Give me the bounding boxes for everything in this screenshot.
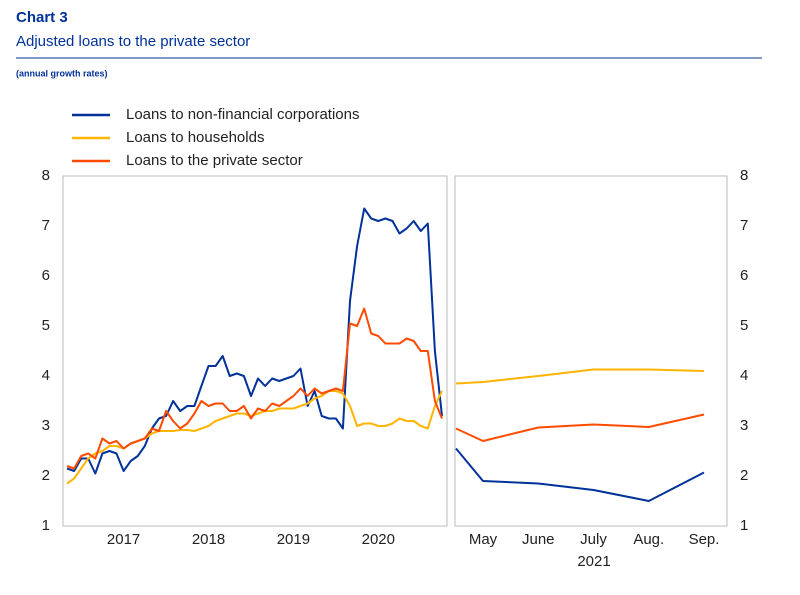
legend-label: Loans to non-financial corporations — [126, 106, 359, 123]
x-tick-label: 2018 — [192, 531, 225, 548]
x-tick-label: June — [522, 531, 555, 548]
y-tick-label: 4 — [740, 367, 748, 384]
y-tick-label: 1 — [740, 517, 748, 534]
y-tick-label: 6 — [42, 267, 50, 284]
y-tick-label: 2 — [740, 467, 748, 484]
x-tick-label: Sep. — [689, 531, 720, 548]
x-tick-label: May — [469, 531, 498, 548]
y-tick-label: 6 — [740, 267, 748, 284]
chart-label: Chart 3 — [16, 9, 68, 26]
unit-note: (annual growth rates) — [16, 68, 108, 78]
x-tick-label: 2019 — [277, 531, 310, 548]
series-line — [455, 413, 705, 442]
legend-label: Loans to the private sector — [126, 152, 303, 169]
y-tick-label: 3 — [42, 417, 50, 434]
x-tick-label: July — [580, 531, 607, 548]
y-tick-label: 8 — [740, 167, 748, 184]
y-tick-label: 5 — [740, 317, 748, 334]
series-line — [455, 368, 705, 385]
y-tick-label: 3 — [740, 417, 748, 434]
x-tick-label: 2017 — [107, 531, 140, 548]
x-tick-label: Aug. — [633, 531, 664, 548]
chart-title: Adjusted loans to the private sector — [16, 33, 250, 50]
series-line — [455, 447, 705, 502]
x-axis-label: 2021 — [577, 553, 610, 570]
y-tick-label: 4 — [42, 367, 50, 384]
y-tick-label: 8 — [42, 167, 50, 184]
plot-frame — [62, 175, 448, 527]
y-tick-label: 7 — [740, 217, 748, 234]
plot-frame — [454, 175, 728, 527]
y-tick-label: 1 — [42, 517, 50, 534]
legend-label: Loans to households — [126, 129, 264, 146]
series-line — [66, 207, 443, 475]
y-tick-label: 5 — [42, 317, 50, 334]
x-tick-label: 2020 — [362, 531, 395, 548]
y-tick-label: 7 — [42, 217, 50, 234]
y-tick-label: 2 — [42, 467, 50, 484]
series-line — [66, 307, 443, 470]
